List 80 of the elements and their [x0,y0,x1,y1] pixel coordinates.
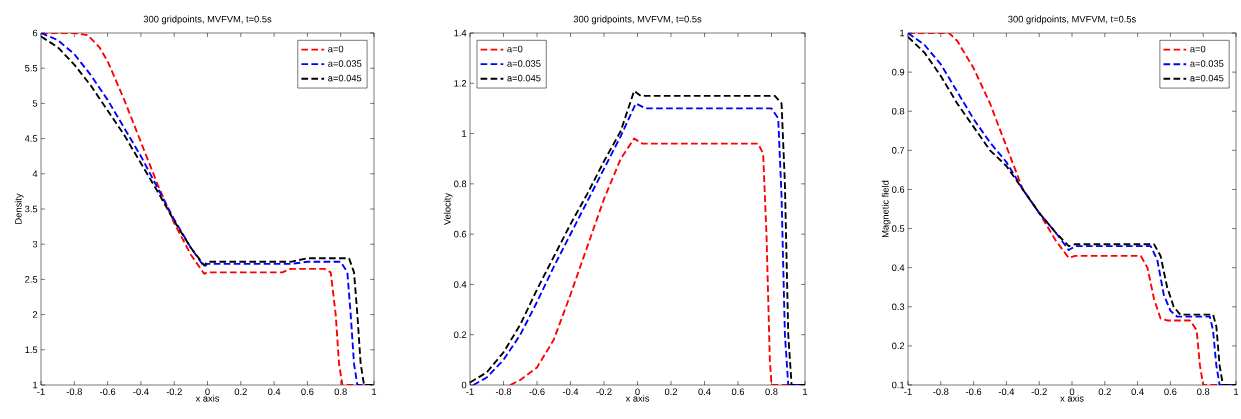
y-tick-label: 0 [461,381,467,389]
y-tick-label: 0.6 [454,230,467,238]
x-tick-label: -0.2 [596,388,612,395]
y-tick-label: 3.5 [25,205,38,213]
legend-label: a=0.045 [1190,74,1224,82]
x-tick-label: 0 [1069,388,1075,395]
y-tick-label: 3 [32,240,38,248]
legend-label: a=0 [507,45,523,53]
x-axis-title: x axis [195,394,220,402]
x-axis-title: x axis [625,394,650,402]
x-tick-label: -0.4 [998,388,1015,395]
legend-label: a=0.045 [328,74,362,82]
x-tick-label: -0.6 [965,388,982,395]
x-tick-label: 0.2 [1098,388,1111,395]
y-tick-label: 1 [462,130,467,137]
legend-label: a=0.035 [328,60,362,67]
x-tick-label: 0.2 [234,388,247,395]
x-tick-label: -0.6 [99,388,116,395]
y-tick-label: 0.2 [454,331,467,339]
y-tick-label: 0.8 [454,180,467,188]
y-tick-label: 1 [33,381,38,389]
legend-label: a=0.045 [507,74,541,82]
x-tick-label: -1 [904,388,912,395]
y-tick-label: 1.2 [454,80,467,87]
x-tick-label: -0.4 [562,388,579,395]
y-tick-label: 0.4 [892,264,905,271]
x-tick-label: 1 [1234,388,1239,395]
y-tick-label: 6 [32,29,38,37]
y-tick-label: 0.2 [892,342,905,350]
chart-title: 300 gridpoints, MVFVM, t=0.5s [1008,15,1136,25]
x-tick-label: 0 [635,388,640,395]
y-axis-title: Magnetic field [881,180,891,238]
x-tick-label: -1 [466,388,474,395]
x-tick-label: 0 [205,388,210,395]
y-axis-title: Density [14,193,24,224]
y-tick-label: 0.6 [892,186,905,193]
x-tick-label: 0.6 [301,388,314,395]
y-tick-label: 4.5 [24,135,38,142]
y-tick-label: 0.1 [892,381,905,389]
x-tick-label: -0.8 [495,388,512,395]
x-tick-label: -0.2 [1031,388,1047,395]
x-tick-label: 0.8 [1197,388,1210,395]
x-tick-label: -0.8 [66,388,82,395]
y-tick-label: 0.5 [892,225,905,232]
x-tick-label: 0.6 [1164,388,1177,395]
x-tick-label: -0.8 [933,388,949,395]
x-tick-label: 0.6 [731,388,745,395]
x-tick-label: 0.8 [765,388,778,395]
x-tick-label: 1 [372,388,377,395]
legend-label: a=0.035 [507,60,541,67]
x-axis-title: x axis [1060,394,1084,402]
x-tick-label: 0.4 [267,388,281,395]
y-tick-label: 1.4 [454,29,467,37]
legend-label: a=0 [1190,45,1206,53]
y-tick-label: 1.5 [25,346,38,354]
y-tick-label: 0.7 [892,147,905,154]
legend-label: a=0 [328,45,344,53]
y-tick-label: 2.5 [25,276,38,283]
chart-title: 300 gridpoints, MVFVM, t=0.5s [573,15,702,25]
y-tick-label: 0.9 [892,68,905,76]
x-tick-label: 0.4 [698,388,711,395]
x-tick-label: -1 [37,388,45,395]
y-tick-label: 0.3 [892,303,905,311]
y-tick-label: 5 [32,100,38,107]
x-tick-label: 0.8 [334,388,347,395]
x-tick-label: 0.2 [664,388,678,395]
y-tick-label: 5.5 [25,64,38,72]
y-tick-label: 1 [900,29,905,37]
x-tick-label: 0.4 [1131,388,1144,395]
legend-label: a=0.035 [1190,60,1224,67]
x-tick-label: 1 [803,388,808,395]
x-tick-label: -0.4 [133,388,149,395]
x-tick-label: -0.6 [529,388,545,395]
y-axis-title: Velocity [443,192,453,226]
y-tick-label: 2 [32,311,38,318]
y-tick-label: 0.4 [454,281,467,288]
x-tick-label: -0.2 [166,388,182,395]
chart-title: 300 gridpoints, MVFVM, t=0.5s [143,15,272,25]
y-tick-label: 4 [32,170,38,178]
y-tick-label: 0.8 [892,107,905,115]
